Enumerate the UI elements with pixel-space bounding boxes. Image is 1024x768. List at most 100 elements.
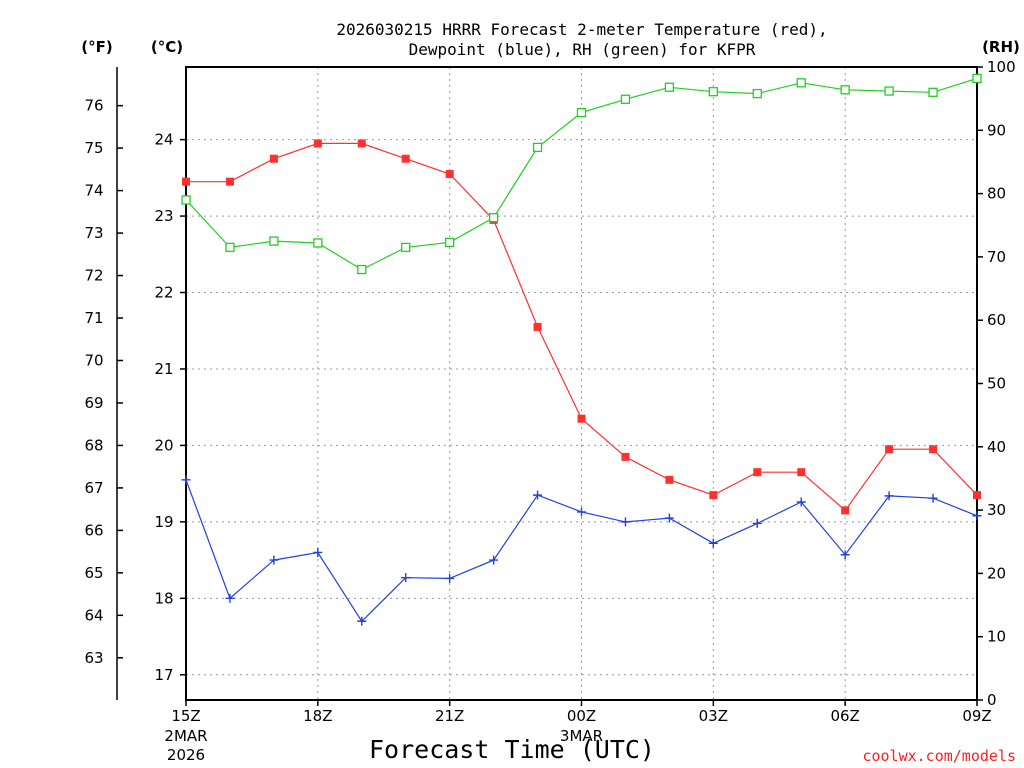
fahrenheit-tick-label: 71: [84, 309, 103, 327]
fahrenheit-tick-label: 72: [84, 267, 103, 285]
rh-data-point: [884, 86, 894, 96]
rh-data-point: [445, 237, 455, 247]
fahrenheit-tick-label: 69: [84, 394, 103, 412]
dewpoint-data-point: [972, 511, 982, 521]
celsius-tick-label: 17: [154, 666, 173, 684]
fahrenheit-tick-label: 67: [84, 479, 103, 497]
x-tick-label: 09Z: [962, 707, 991, 725]
rh-data-point: [972, 73, 982, 84]
celsius-tick-label: 23: [154, 207, 173, 225]
rh-tick-label: 70: [987, 248, 1006, 266]
x-tick-label: 06Z: [830, 707, 859, 725]
dewpoint-data-point: [664, 513, 674, 523]
credit-label: coolwx.com/models: [862, 747, 1016, 765]
rh-series-line: [185, 77, 978, 271]
chart-title-line1: 2026030215 HRRR Forecast 2-meter Tempera…: [336, 20, 827, 39]
rh-tick-label: 0: [987, 691, 997, 709]
rh-tick-label: 40: [987, 438, 1006, 456]
fahrenheit-tick-label: 64: [84, 606, 103, 624]
x-tick-label: 18Z: [303, 707, 332, 725]
temperature-data-point: [313, 139, 322, 148]
rh-data-point: [269, 236, 279, 246]
celsius-tick-label: 19: [154, 513, 173, 531]
dewpoint-data-point: [796, 497, 806, 507]
chart-title-line2: Dewpoint (blue), RH (green) for KFPR: [409, 40, 756, 59]
plot-frame: [185, 66, 978, 701]
dewpoint-data-point: [445, 573, 455, 583]
dewpoint-data-point: [269, 555, 279, 565]
rh-tick-label: 50: [987, 375, 1006, 393]
celsius-unit-label: (°C): [151, 38, 183, 56]
dewpoint-data-point: [313, 547, 323, 557]
x-tick-date-label: 3MAR: [560, 727, 603, 745]
temperature-data-point: [797, 468, 806, 477]
rh-tick-label: 30: [987, 501, 1006, 519]
fahrenheit-tick-label: 70: [84, 351, 103, 369]
temperature-data-point: [577, 414, 586, 423]
dewpoint-data-point: [752, 518, 762, 528]
dewpoint-data-point: [928, 493, 938, 503]
fahrenheit-tick-label: 73: [84, 224, 103, 242]
dewpoint-data-point: [708, 538, 718, 548]
celsius-tick-label: 22: [154, 284, 173, 302]
temperature-data-point: [401, 154, 410, 163]
rh-tick-label: 100: [987, 58, 1016, 76]
fahrenheit-tick-label: 66: [84, 521, 103, 539]
temperature-data-point: [621, 452, 630, 461]
rh-tick-label: 80: [987, 185, 1006, 203]
temperature-data-point: [225, 177, 234, 186]
celsius-tick-label: 21: [154, 360, 173, 378]
x-tick-label: 03Z: [699, 707, 728, 725]
dewpoint-data-point: [577, 507, 586, 517]
temperature-data-point: [973, 491, 981, 500]
dewpoint-data-point: [884, 491, 894, 501]
temperature-data-point: [665, 475, 674, 484]
fahrenheit-tick-label: 75: [84, 139, 103, 157]
temperature-data-point: [533, 322, 542, 331]
rh-data-point: [620, 94, 631, 104]
rh-data-point: [664, 82, 675, 92]
rh-data-point: [752, 88, 762, 99]
temperature-data-point: [445, 170, 454, 179]
rh-data-point: [840, 85, 850, 95]
temperature-data-point: [269, 154, 278, 163]
temperature-data-point: [753, 468, 762, 477]
rh-data-point: [708, 87, 718, 97]
rh-data-point: [532, 142, 543, 153]
x-tick-year-label: 2026: [167, 746, 205, 764]
dewpoint-data-point: [401, 573, 411, 583]
rh-unit-label: (RH): [982, 38, 1020, 56]
grid: [186, 67, 977, 700]
rh-data-point: [796, 78, 806, 88]
dewpoint-series-line: [185, 479, 978, 623]
temperature-data-point: [709, 491, 718, 500]
rh-data-point: [928, 87, 938, 97]
fahrenheit-tick-label: 76: [84, 97, 103, 115]
fahrenheit-tick-label: 65: [84, 564, 103, 582]
rh-data-point: [488, 213, 499, 223]
series: [181, 73, 982, 626]
dewpoint-data-point: [357, 616, 367, 626]
temperature-data-point: [182, 177, 190, 186]
rh-data-point: [401, 242, 411, 253]
x-tick-label: 00Z: [567, 707, 596, 725]
fahrenheit-unit-label: (°F): [81, 38, 112, 56]
rh-data-point: [576, 107, 587, 118]
celsius-tick-label: 20: [154, 436, 173, 454]
dewpoint-data-point: [620, 517, 630, 527]
celsius-tick-label: 18: [154, 589, 173, 607]
dewpoint-data-point: [225, 593, 235, 603]
fahrenheit-tick-label: 63: [84, 649, 103, 667]
rh-data-point: [313, 238, 323, 248]
dewpoint-data-point: [489, 555, 499, 565]
fahrenheit-tick-label: 74: [84, 182, 103, 200]
temperature-data-point: [841, 506, 850, 515]
rh-tick-label: 90: [987, 121, 1006, 139]
rh-tick-label: 20: [987, 564, 1006, 582]
x-axis-label: Forecast Time (UTC): [369, 735, 655, 764]
x-tick-date-label: 2MAR: [164, 727, 207, 745]
dewpoint-data-point: [840, 550, 850, 560]
rh-tick-label: 60: [987, 311, 1006, 329]
